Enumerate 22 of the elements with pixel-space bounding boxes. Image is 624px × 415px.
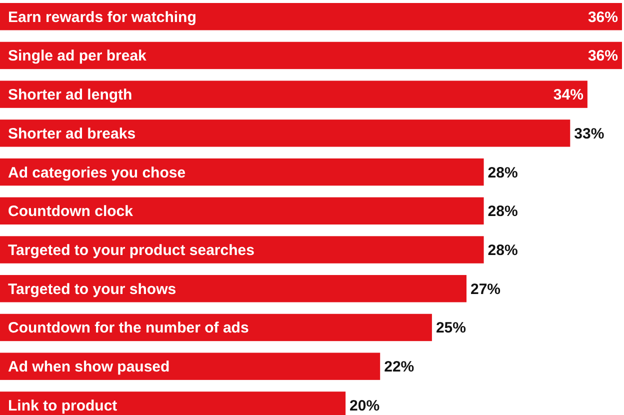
- y-tick-label: Countdown clock: [8, 203, 134, 220]
- data-label: 28%: [488, 242, 518, 260]
- data-label: 27%: [470, 280, 501, 298]
- data-label: 22%: [384, 358, 414, 376]
- data-label: 33%: [574, 125, 604, 142]
- y-tick-label: Ad when show paused: [8, 358, 170, 376]
- data-label: 25%: [436, 320, 466, 337]
- y-tick-label: Link to product: [8, 397, 118, 414]
- y-tick-label: Targeted to your shows: [8, 280, 176, 298]
- y-tick-label: Shorter ad length: [8, 86, 132, 104]
- data-label: 34%: [553, 86, 584, 104]
- y-tick-label: Countdown for the number of ads: [8, 320, 249, 337]
- data-label: 20%: [350, 397, 380, 414]
- y-tick-label: Targeted to your product searches: [8, 242, 254, 260]
- y-tick-label: Earn rewards for watching: [8, 8, 196, 26]
- data-label: 28%: [488, 164, 518, 182]
- data-label: 28%: [488, 203, 518, 220]
- y-tick-label: Ad categories you chose: [8, 164, 186, 182]
- y-tick-label: Shorter ad breaks: [8, 125, 136, 142]
- y-tick-label: Single ad per break: [8, 48, 148, 65]
- data-label: 36%: [588, 8, 618, 26]
- data-label: 36%: [588, 48, 618, 65]
